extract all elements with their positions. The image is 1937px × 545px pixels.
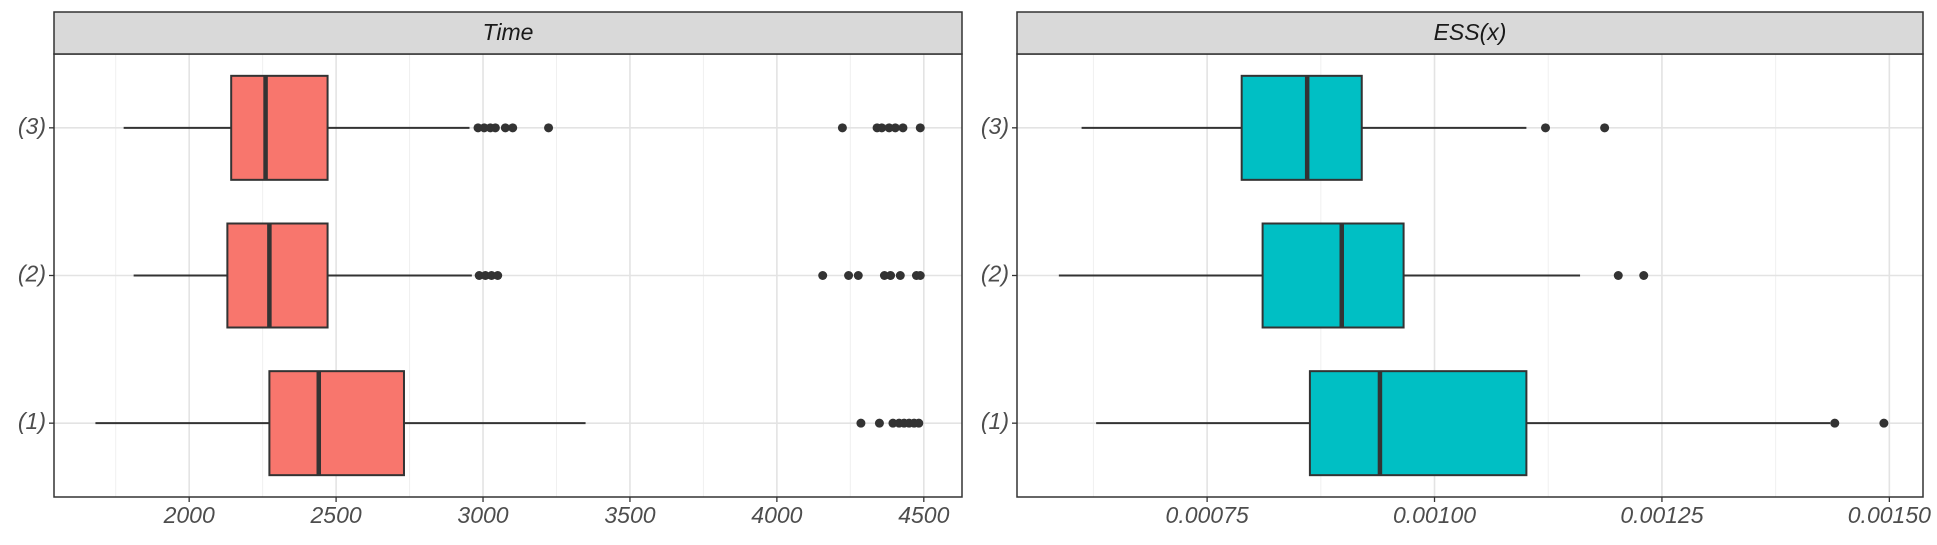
y-tick-label: (2) [18,261,46,287]
y-tick-label: (2) [981,261,1009,287]
outlier [853,271,863,280]
panel: 2000 2500 3000 3500 4000 4500 (1) (2) (3) Time [18,11,963,528]
strip [1016,11,1924,55]
outlier [500,123,510,133]
outlier [1600,123,1610,133]
outlier [915,123,925,133]
box [268,370,405,477]
outlier [874,418,884,428]
x-tick-label: 0.00100 [1393,502,1476,528]
outlier [914,418,924,428]
box [1308,370,1528,477]
box [226,222,329,329]
panel: 0.00075 0.00100 0.00125 0.00150 (1) (2) (3) ESS… [981,11,1931,528]
outlier [890,123,900,133]
outlier [479,123,489,133]
x-tick-label: 0.00075 [1166,502,1249,528]
outlier [1830,418,1840,428]
box [230,74,329,181]
outlier [818,271,828,280]
outlier [1639,271,1649,280]
outlier [895,271,905,280]
outlier [884,123,894,133]
strip-title: Time [483,19,534,45]
x-tick-label: 3500 [604,502,655,528]
x-tick-label: 4500 [898,502,949,528]
outlier [544,123,554,133]
strip [53,11,963,55]
outlier [474,271,484,280]
y-tick-label: (1) [981,408,1009,434]
outlier [877,123,887,133]
strip-title: ESS(x) [1434,19,1507,45]
outlier [473,123,483,133]
outlier [888,418,898,428]
x-tick-label: 3000 [457,502,508,528]
outlier [856,418,866,428]
y-tick-label: (1) [18,408,46,434]
outlier [1541,123,1550,133]
outlier [1613,271,1623,280]
outlier [487,271,497,280]
outlier [915,271,925,280]
outlier [879,271,889,280]
x-tick-label: 4000 [751,502,802,528]
x-tick-label: 0.00150 [1848,502,1931,528]
outlier [898,123,908,133]
x-tick-label: 2000 [163,502,215,528]
outlier [490,123,500,133]
x-tick-label: 0.00125 [1620,502,1703,528]
outlier [508,123,518,133]
outlier [837,123,847,133]
box [1240,74,1363,181]
outlier [493,271,503,280]
outlier [1879,418,1889,428]
x-tick-label: 2500 [310,502,362,528]
outlier [480,271,490,280]
y-tick-label: (3) [981,113,1009,139]
box [1261,222,1405,329]
y-tick-label: (3) [18,113,46,139]
outlier [844,271,854,280]
outlier [886,271,896,280]
